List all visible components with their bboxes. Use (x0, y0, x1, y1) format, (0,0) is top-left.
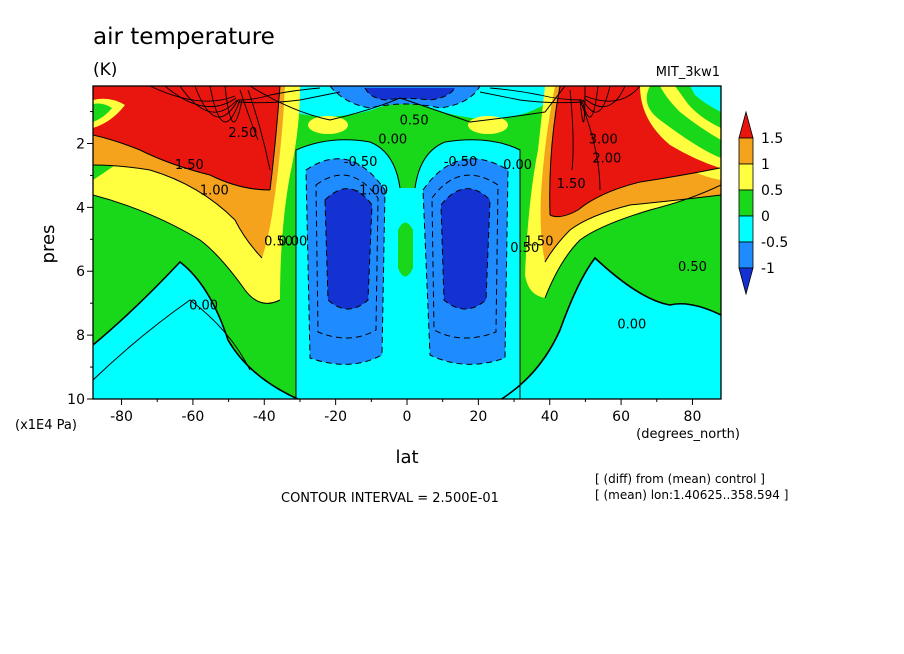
y-axis-label: pres (38, 225, 59, 264)
contour-label: 2.50 (228, 126, 257, 141)
contour-label: 0.50 (400, 113, 429, 128)
x-tick-label: 40 (541, 409, 559, 425)
region-center-green-col (398, 222, 413, 277)
region-ne-cyan (690, 86, 721, 112)
contour-label: 0.00 (378, 132, 407, 147)
colorbar-swatch (738, 189, 754, 217)
contour-label: 0.50 (510, 241, 539, 256)
chart-title: air temperature (93, 24, 275, 50)
x-tick-label: -20 (324, 409, 347, 425)
contour-label: 0.00 (617, 318, 646, 333)
region-west-core (325, 188, 372, 309)
contour-label: 3.00 (589, 132, 618, 147)
colorbar-label: 0.5 (761, 183, 783, 199)
region-east-core (441, 188, 490, 309)
y-tick-label: 4 (76, 200, 85, 216)
colorbar-top-arrow (738, 110, 754, 139)
region-bottom-cyan (296, 372, 520, 399)
y-axis: 2 4 6 8 10 (67, 111, 93, 408)
contour-field (93, 86, 721, 399)
region-island-east (468, 116, 508, 134)
colorbar-label: -0.5 (761, 235, 788, 251)
colorbar-bottom-arrow (738, 267, 754, 296)
contour-label: 1.50 (525, 235, 554, 250)
colorbar-swatch (738, 163, 754, 191)
dashed-contours (305, 86, 509, 365)
x-tick-label: -40 (253, 409, 276, 425)
x-axis-label: lat (395, 447, 418, 468)
chart-units: (K) (93, 60, 117, 80)
x-tick-label: -60 (181, 409, 204, 425)
region-island-west (308, 116, 348, 134)
y-tick-label: 10 (67, 392, 85, 408)
x-axis: -80 -60 -40 -20 0 20 40 60 80 (110, 399, 701, 425)
contour-label: 1.50 (557, 177, 586, 192)
x-tick-label: 60 (612, 409, 630, 425)
note-diff: [ (diff) from (mean) control ] (595, 472, 765, 486)
contour-label: 0.50 (678, 260, 707, 275)
region-nw-green (93, 103, 112, 122)
model-name: MIT_3kw1 (656, 65, 720, 80)
x-tick-label: -80 (110, 409, 133, 425)
contour-label: 0.50 (264, 235, 293, 250)
contour-label: -1.00 (354, 184, 388, 199)
contour-label: -0.50 (444, 155, 478, 170)
contour-label: 1.50 (175, 158, 204, 173)
x-tick-label: 0 (403, 409, 412, 425)
contour-label: 2.00 (592, 152, 621, 167)
x-axis-units: (degrees_north) (636, 427, 740, 442)
polar-jet-contours (149, 86, 641, 191)
y-tick-label: 6 (76, 264, 85, 280)
contour-interval: CONTOUR INTERVAL = 2.500E-01 (281, 491, 499, 506)
contour-label: 0.00 (189, 299, 218, 314)
colorbar-swatch (738, 137, 754, 165)
note-mean: [ (mean) lon:1.40625..358.594 ] (595, 488, 788, 502)
colorbar-swatch (738, 241, 754, 269)
contour-label: -0.50 (344, 155, 378, 170)
colorbar-label: 1.5 (761, 131, 783, 147)
contour-label: 1.00 (200, 184, 229, 199)
colorbar-swatch (738, 215, 754, 243)
y-axis-units: (x1E4 Pa) (15, 418, 77, 433)
region-west-red (93, 86, 280, 190)
contour-label: 0.00 (503, 158, 532, 173)
y-tick-label: 8 (76, 328, 85, 344)
contour-lines (93, 86, 721, 399)
region-se-cyan (501, 258, 721, 399)
colorbar-label: 0 (761, 209, 770, 225)
colorbar-label: 1 (761, 157, 770, 173)
colorbar-label: -1 (761, 261, 775, 277)
colorbar: 1.5 1 0.5 0 -0.5 -1 (738, 110, 788, 296)
x-tick-label: 80 (684, 409, 702, 425)
region-top-core (365, 88, 455, 100)
y-tick-label: 2 (76, 136, 85, 152)
contour-label: 0.00 (278, 235, 307, 250)
contour-labels: 1.501.002.500.500.000.000.000.50-0.50-1.… (175, 113, 707, 332)
region-east-red (549, 86, 720, 217)
x-tick-label: 20 (469, 409, 487, 425)
